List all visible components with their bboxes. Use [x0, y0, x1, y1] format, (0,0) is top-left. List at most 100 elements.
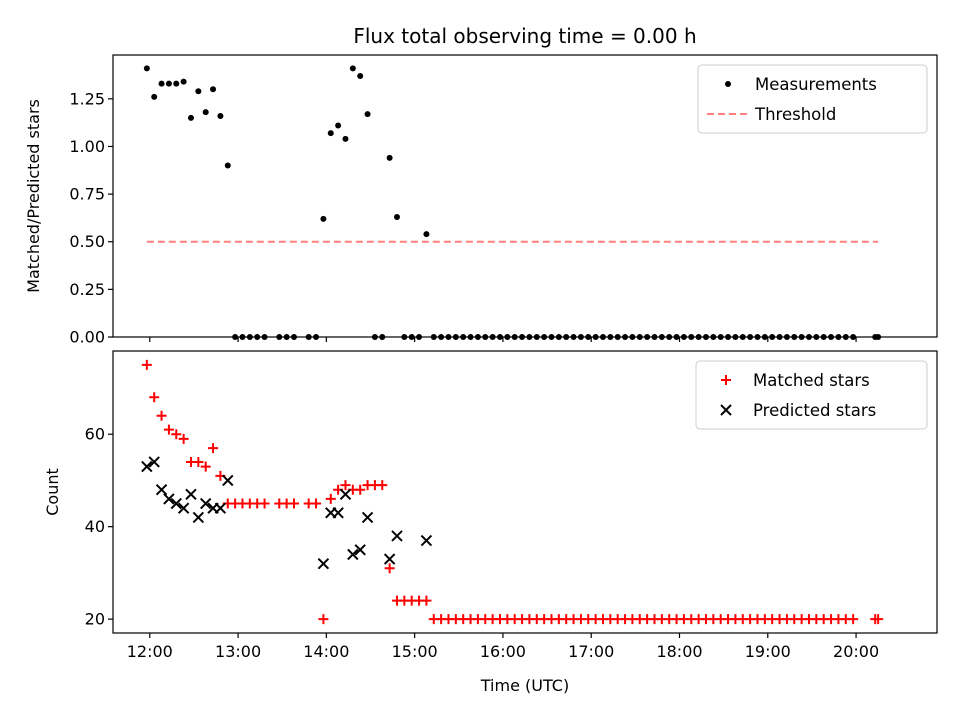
- data-point: [320, 215, 327, 222]
- legend: Matched stars Predicted stars: [695, 360, 928, 430]
- data-point: [224, 162, 231, 169]
- y-tick-label: 40: [85, 517, 105, 536]
- data-point: [873, 614, 884, 625]
- data-point: [165, 80, 172, 87]
- data-point: [141, 359, 152, 370]
- data-point: [288, 498, 299, 509]
- legend-marker: [720, 404, 732, 416]
- data-point: [177, 502, 190, 514]
- y-tick-label: 0.00: [69, 328, 105, 347]
- data-point: [327, 130, 334, 137]
- x-tick-label: 17:00: [568, 642, 614, 661]
- data-point: [386, 154, 393, 161]
- data-point: [217, 112, 224, 119]
- data-point: [171, 429, 182, 440]
- data-point: [317, 557, 330, 570]
- legend-label: Measurements: [755, 75, 877, 94]
- legend-marker: [721, 375, 731, 385]
- data-point: [420, 534, 433, 547]
- data-point: [195, 88, 202, 95]
- chart-title: Flux total observing time = 0.00 h: [353, 24, 696, 48]
- data-point: [193, 456, 204, 467]
- x-tick-label: 19:00: [745, 642, 791, 661]
- data-point: [335, 122, 342, 129]
- series-predicted-stars: [141, 456, 433, 570]
- x-tick-label: 15:00: [392, 642, 438, 661]
- data-point: [848, 614, 859, 625]
- data-point: [187, 114, 194, 121]
- legend-box: [695, 360, 928, 430]
- x-axis-label: Time (UTC): [480, 676, 569, 695]
- data-point: [148, 456, 160, 468]
- data-point: [163, 424, 174, 435]
- data-point: [423, 231, 430, 238]
- data-point: [421, 595, 432, 606]
- data-point: [143, 65, 150, 72]
- legend: Measurements Threshold: [697, 64, 928, 134]
- data-point: [339, 488, 352, 501]
- data-point: [173, 80, 180, 87]
- series-matched-stars: [141, 359, 884, 625]
- data-point: [210, 86, 217, 93]
- x-tick-label: 12:00: [127, 642, 173, 661]
- legend-box: [697, 64, 928, 134]
- legend-label: Predicted stars: [753, 401, 876, 420]
- data-point: [357, 72, 364, 79]
- data-point: [170, 497, 182, 510]
- data-point: [361, 511, 374, 524]
- data-point: [141, 460, 153, 473]
- x-tick-label: 20:00: [833, 642, 879, 661]
- data-point: [208, 443, 219, 454]
- y-tick-label: 0.50: [69, 232, 105, 251]
- data-point: [349, 65, 356, 72]
- data-point: [355, 484, 366, 495]
- y-tick-label: 0.25: [69, 280, 105, 299]
- data-point: [377, 480, 388, 491]
- y-tick-label: 0.75: [69, 185, 105, 204]
- data-point: [340, 480, 351, 491]
- data-point: [384, 563, 395, 574]
- data-point: [391, 530, 403, 542]
- data-point: [158, 80, 165, 87]
- data-point: [155, 483, 168, 496]
- data-point: [393, 213, 400, 220]
- x-tick-label: 16:00: [480, 642, 526, 661]
- data-point: [192, 511, 205, 524]
- y-tick-label: 20: [85, 610, 105, 629]
- y-tick-label: 1.00: [69, 137, 105, 156]
- data-point: [202, 109, 209, 116]
- data-point: [180, 78, 187, 85]
- plot-frame: [112, 54, 938, 338]
- data-point: [185, 488, 197, 501]
- legend-label: Matched stars: [753, 371, 870, 390]
- data-point: [222, 474, 234, 487]
- y-tick-label: 60: [85, 425, 105, 444]
- x-tick-label: 18:00: [656, 642, 702, 661]
- data-point: [151, 93, 158, 100]
- data-point: [318, 614, 329, 625]
- counts-panel: 20 40 60 12:00 13:00 14:00 15:00 16:00 17:00 18:0…: [43, 350, 938, 695]
- data-point: [325, 493, 336, 504]
- x-tick-label: 13:00: [215, 642, 261, 661]
- x-tick-label: 14:00: [303, 642, 349, 661]
- data-point: [354, 544, 366, 556]
- data-point: [332, 507, 344, 519]
- data-point: [383, 553, 396, 565]
- legend-label: Threshold: [754, 105, 836, 124]
- data-point: [199, 497, 212, 510]
- data-point: [178, 433, 189, 444]
- y-axis-label: Count: [43, 468, 62, 516]
- plot-frame: [112, 350, 938, 634]
- data-point: [156, 410, 167, 421]
- data-point: [364, 111, 371, 118]
- data-point: [200, 461, 211, 472]
- data-point: [214, 502, 227, 514]
- y-axis-label: Matched/Predicted stars: [24, 99, 43, 293]
- data-point: [342, 135, 349, 142]
- legend-marker: [725, 81, 731, 87]
- data-point: [259, 498, 270, 509]
- data-point: [149, 392, 160, 403]
- measurements-panel: 0.00 0.25 0.50 0.75 1.00 1.25 Matched/Predicte…: [24, 54, 938, 347]
- data-point: [347, 548, 359, 561]
- y-tick-label: 1.25: [69, 89, 105, 108]
